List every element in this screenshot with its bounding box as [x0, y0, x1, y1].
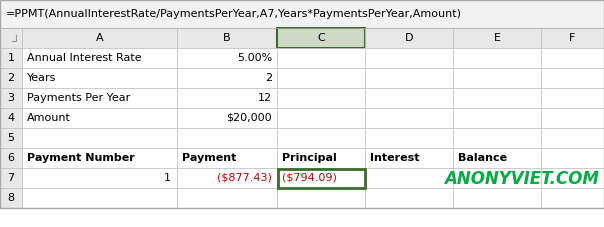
Bar [22, 148, 177, 168]
Bar [453, 148, 541, 168]
Text: B: B [223, 33, 231, 43]
Bar [22, 68, 177, 88]
Text: Amount: Amount [27, 113, 71, 123]
Bar [22, 108, 177, 128]
Bar [177, 88, 277, 108]
Bar [541, 28, 604, 48]
Bar [177, 188, 277, 208]
Text: 12: 12 [258, 93, 272, 103]
Bar [177, 48, 277, 68]
Text: 8: 8 [7, 193, 14, 203]
Bar [365, 148, 453, 168]
Bar [365, 108, 453, 128]
Bar [22, 168, 177, 188]
Bar [22, 48, 177, 68]
Bar [365, 88, 453, 108]
Bar [0, 128, 22, 148]
Bar [0, 0, 604, 28]
Bar [277, 108, 365, 128]
Text: A: A [95, 33, 103, 43]
Bar [0, 108, 22, 128]
Text: 7: 7 [7, 173, 14, 183]
Bar [453, 88, 541, 108]
Text: ($877.43): ($877.43) [217, 173, 272, 183]
Bar [0, 28, 22, 48]
Bar [22, 88, 177, 108]
Text: F: F [570, 33, 576, 43]
Bar [0, 168, 22, 188]
Bar [277, 68, 365, 88]
Bar [277, 88, 365, 108]
Bar [453, 48, 541, 68]
Bar [177, 28, 277, 48]
Text: Annual Interest Rate: Annual Interest Rate [27, 53, 141, 63]
Bar [177, 148, 277, 168]
Text: 1: 1 [164, 173, 171, 183]
Bar [277, 168, 364, 188]
Bar [541, 68, 604, 88]
Bar [277, 48, 365, 68]
Bar [0, 188, 22, 208]
Text: =PPMT(AnnualInterestRate/PaymentsPerYear,A7,Years*PaymentsPerYear,Amount): =PPMT(AnnualInterestRate/PaymentsPerYear… [6, 9, 462, 19]
Bar [453, 28, 541, 48]
Bar [0, 28, 604, 48]
Bar [177, 68, 277, 88]
Bar [541, 108, 604, 128]
Text: ANONYVIET.COM: ANONYVIET.COM [444, 170, 599, 188]
Bar [365, 168, 453, 188]
Text: D: D [405, 33, 413, 43]
Bar [0, 0, 604, 28]
Text: 5.00%: 5.00% [237, 53, 272, 63]
Bar [541, 128, 604, 148]
Bar [0, 88, 22, 108]
Text: Principal: Principal [282, 153, 337, 163]
Bar [22, 128, 177, 148]
Text: 4: 4 [7, 113, 14, 123]
Bar [277, 188, 365, 208]
Bar [0, 148, 22, 168]
Bar [277, 168, 365, 188]
Bar [177, 128, 277, 148]
Bar [453, 128, 541, 148]
Bar [541, 48, 604, 68]
Bar [453, 68, 541, 88]
Bar [365, 28, 453, 48]
Bar [22, 188, 177, 208]
Bar [0, 68, 22, 88]
Text: 2: 2 [7, 73, 14, 83]
Text: 2: 2 [265, 73, 272, 83]
Text: Payment Number: Payment Number [27, 153, 135, 163]
Text: 5: 5 [7, 133, 14, 143]
Bar [177, 108, 277, 128]
Text: Payments Per Year: Payments Per Year [27, 93, 130, 103]
Text: 1: 1 [7, 53, 14, 63]
Text: Interest: Interest [370, 153, 420, 163]
Bar [277, 128, 365, 148]
Bar [541, 148, 604, 168]
Text: ($794.09): ($794.09) [282, 173, 337, 183]
Bar [277, 28, 365, 48]
Text: Years: Years [27, 73, 56, 83]
Bar [277, 148, 365, 168]
Bar [0, 48, 22, 68]
Bar [22, 28, 177, 48]
Bar [365, 48, 453, 68]
Text: C: C [317, 33, 325, 43]
Bar [365, 128, 453, 148]
Text: 6: 6 [7, 153, 14, 163]
Bar [177, 168, 277, 188]
Bar [365, 188, 453, 208]
Bar [541, 88, 604, 108]
Bar [453, 168, 541, 188]
Bar [365, 68, 453, 88]
Bar [453, 108, 541, 128]
Bar [541, 168, 604, 188]
Text: E: E [493, 33, 501, 43]
Text: Payment: Payment [182, 153, 236, 163]
Bar [453, 188, 541, 208]
Text: $20,000: $20,000 [226, 113, 272, 123]
Text: Balance: Balance [458, 153, 507, 163]
Text: 3: 3 [7, 93, 14, 103]
Bar [541, 188, 604, 208]
